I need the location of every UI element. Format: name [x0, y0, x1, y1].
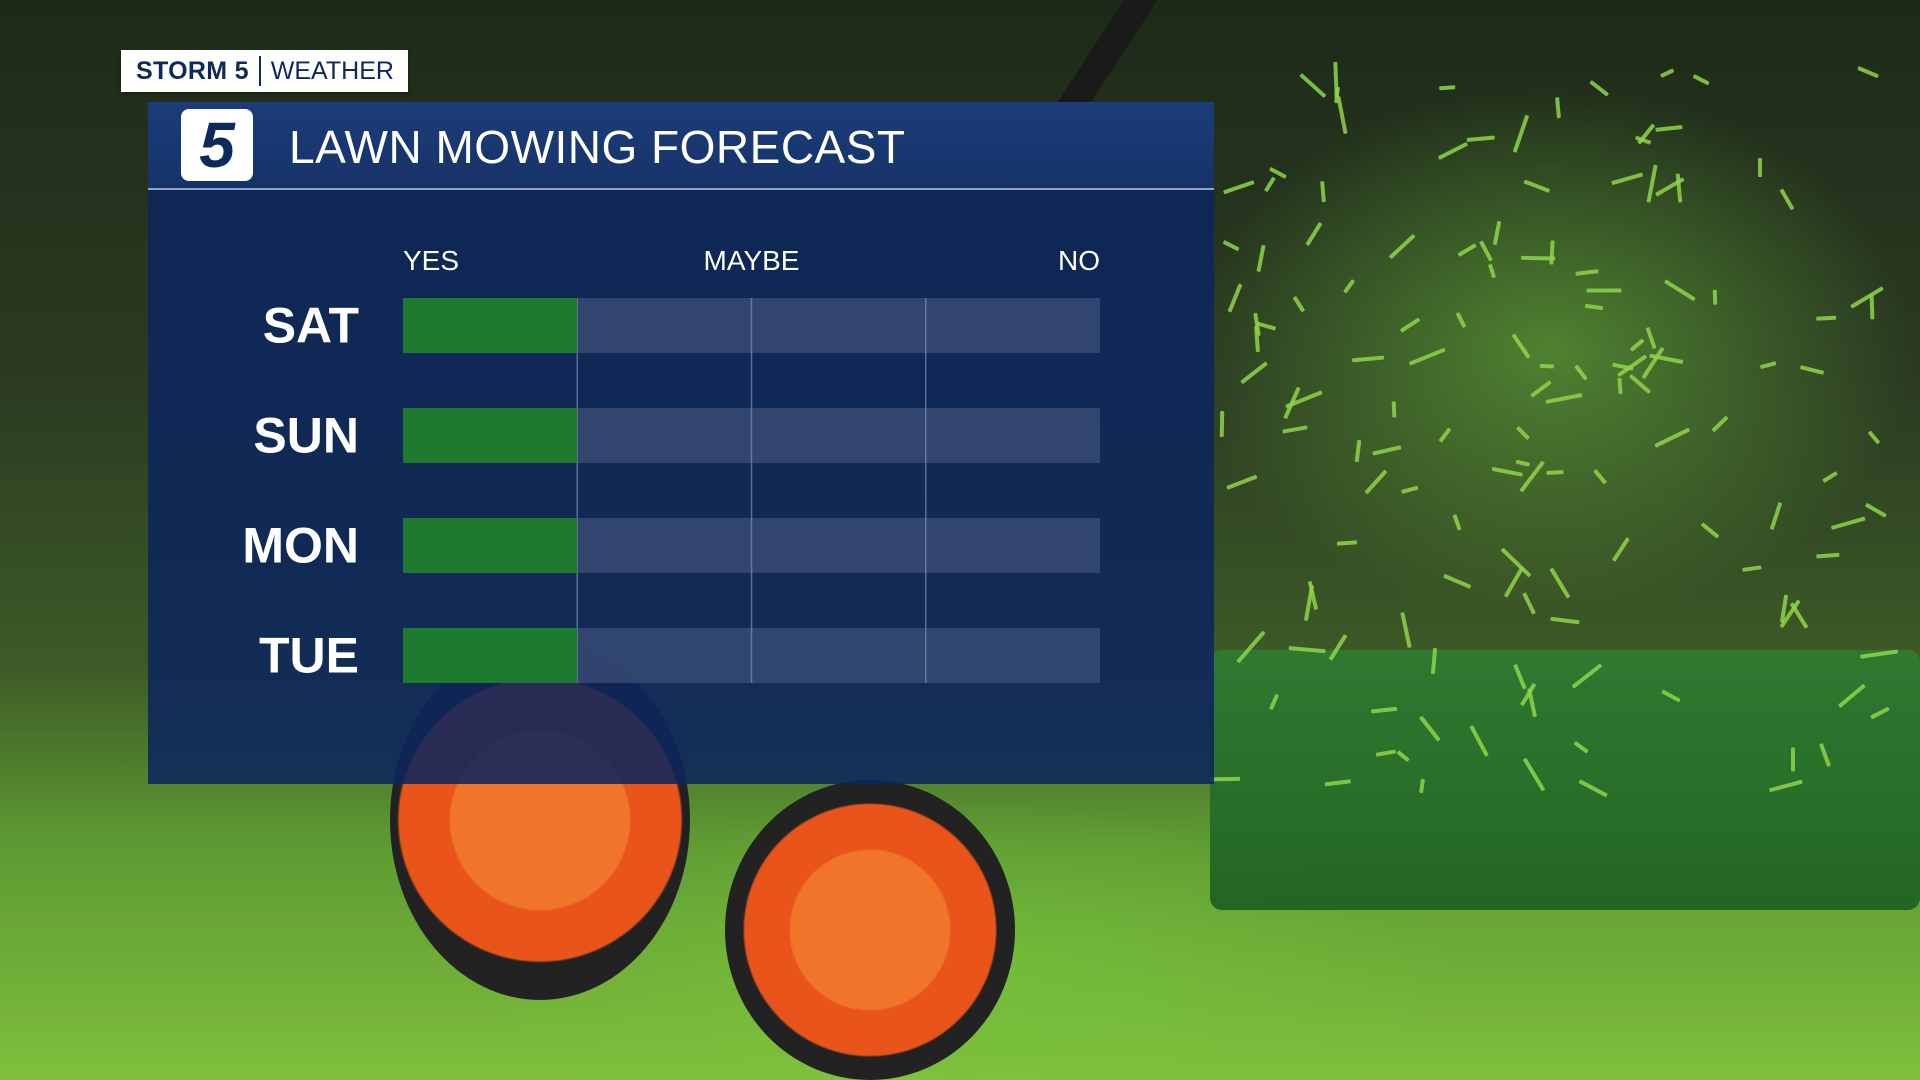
day-label-sun: SUN — [253, 408, 359, 464]
grass-clipping — [1549, 240, 1555, 265]
panel-header: 5 LAWN MOWING FORECAST — [148, 102, 1214, 190]
bar-tue — [403, 628, 578, 683]
bar-mon — [403, 518, 578, 573]
brand-tag: STORM 5 WEATHER — [121, 50, 408, 92]
mower-wheel-front — [725, 780, 1015, 1080]
grass-clipping — [1791, 746, 1796, 772]
grass-clipping — [1712, 290, 1718, 306]
forecast-panel: 5 LAWN MOWING FORECAST SAT SUN MON TUE YES MA… — [148, 102, 1214, 784]
scale-label-maybe: MAYBE — [704, 245, 800, 276]
grass-clipping — [1438, 85, 1455, 91]
grass-clipping — [1219, 410, 1225, 437]
grass-clipping — [1546, 469, 1565, 475]
mower-deck — [1210, 650, 1920, 910]
grass-clipping — [1520, 255, 1556, 261]
grass-clipping — [1757, 158, 1762, 177]
grass-clipping — [1586, 288, 1622, 293]
day-label-mon: MON — [242, 518, 359, 574]
day-label-tue: TUE — [259, 628, 359, 684]
bar-sun — [403, 408, 578, 463]
bar-sat — [403, 298, 578, 353]
scale-label-no: NO — [1058, 245, 1100, 276]
brand-sub: WEATHER — [270, 56, 394, 85]
mowing-chart: SAT SUN MON TUE YES MAYBE NO — [242, 245, 1100, 684]
day-label-sat: SAT — [263, 298, 359, 354]
brand-divider — [258, 56, 261, 86]
scale-label-yes: YES — [403, 245, 459, 276]
grass-clipping — [1539, 363, 1555, 368]
grass-clipping — [1333, 62, 1339, 99]
channel-logo: 5 — [181, 109, 253, 181]
panel-title: LAWN MOWING FORECAST — [289, 121, 906, 173]
brand-name: STORM 5 — [136, 56, 249, 85]
